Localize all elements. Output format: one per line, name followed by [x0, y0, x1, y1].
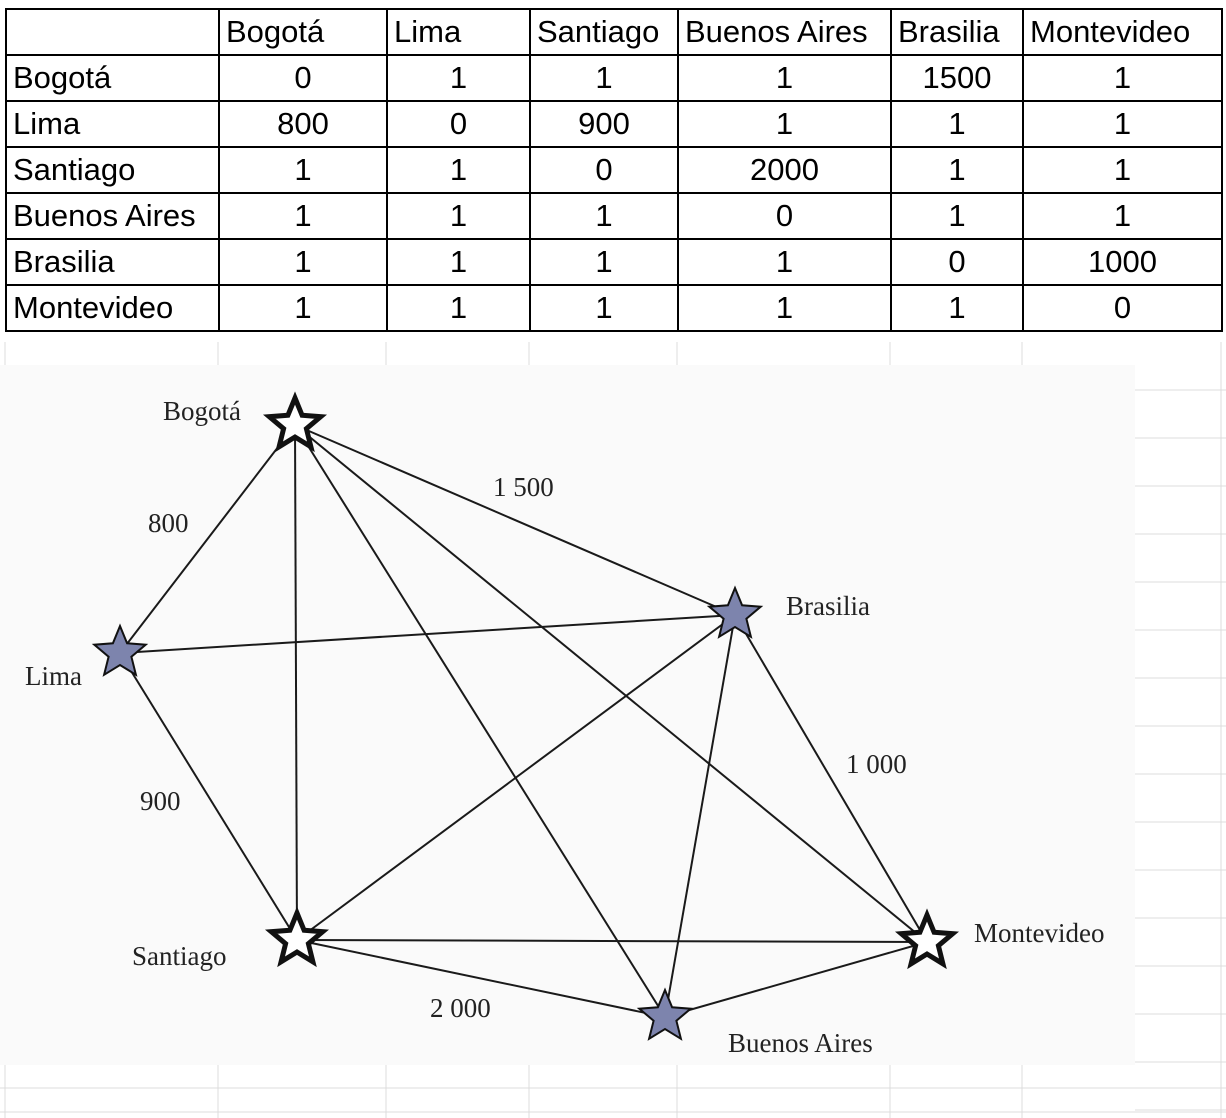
table-header-row: Bogotá Lima Santiago Buenos Aires Brasil… — [6, 9, 1222, 55]
row-header-bogota[interactable]: Bogotá — [6, 55, 219, 101]
cell-bogota-santiago[interactable]: 1 — [530, 55, 678, 101]
column-header-montevideo[interactable]: Montevideo — [1023, 9, 1222, 55]
node-label-lima: Lima — [25, 661, 82, 691]
star-node-lima — [94, 626, 145, 675]
column-header-brasilia[interactable]: Brasilia — [891, 9, 1023, 55]
cell-bogota-buenos-aires[interactable]: 1 — [678, 55, 891, 101]
cell-bogota-brasilia[interactable]: 1500 — [891, 55, 1023, 101]
cell-buenos-aires-brasilia[interactable]: 1 — [891, 193, 1023, 239]
star-node-buenosaires — [639, 990, 690, 1039]
edge-brasilia-santiago — [297, 615, 735, 940]
edge-weight-lima-santiago: 900 — [140, 786, 181, 816]
cell-santiago-santiago[interactable]: 0 — [530, 147, 678, 193]
node-label-brasilia: Brasilia — [786, 591, 870, 621]
cell-santiago-bogota[interactable]: 1 — [219, 147, 387, 193]
edge-bogota-montevideo — [295, 425, 927, 942]
cell-brasilia-lima[interactable]: 1 — [387, 239, 530, 285]
cell-buenos-aires-lima[interactable]: 1 — [387, 193, 530, 239]
cell-buenos-aires-santiago[interactable]: 1 — [530, 193, 678, 239]
cell-montevideo-bogota[interactable]: 1 — [219, 285, 387, 331]
cell-lima-brasilia[interactable]: 1 — [891, 101, 1023, 147]
cell-brasilia-santiago[interactable]: 1 — [530, 239, 678, 285]
edge-santiago-montevideo — [297, 940, 927, 942]
node-label-santiago: Santiago — [132, 941, 227, 971]
cell-santiago-montevideo[interactable]: 1 — [1023, 147, 1222, 193]
cell-lima-bogota[interactable]: 800 — [219, 101, 387, 147]
cell-santiago-lima[interactable]: 1 — [387, 147, 530, 193]
node-label-bogota: Bogotá — [163, 396, 241, 426]
row-header-brasilia[interactable]: Brasilia — [6, 239, 219, 285]
column-header-buenos-aires[interactable]: Buenos Aires — [678, 9, 891, 55]
star-node-montevideo — [901, 915, 952, 964]
cell-lima-lima[interactable]: 0 — [387, 101, 530, 147]
cell-montevideo-buenos-aires[interactable]: 1 — [678, 285, 891, 331]
edge-bogota-lima — [120, 425, 295, 653]
cell-montevideo-santiago[interactable]: 1 — [530, 285, 678, 331]
distance-matrix-table: Bogotá Lima Santiago Buenos Aires Brasil… — [5, 8, 1223, 332]
column-header-bogota[interactable]: Bogotá — [219, 9, 387, 55]
cell-buenos-aires-buenos-aires[interactable]: 0 — [678, 193, 891, 239]
cell-brasilia-buenos-aires[interactable]: 1 — [678, 239, 891, 285]
edge-weight-santiago-buenosaires: 2 000 — [430, 993, 491, 1023]
edge-bogota-buenosaires — [295, 425, 665, 1017]
cell-lima-santiago[interactable]: 900 — [530, 101, 678, 147]
star-node-santiago — [271, 913, 322, 962]
cell-bogota-montevideo[interactable]: 1 — [1023, 55, 1222, 101]
cell-brasilia-montevideo[interactable]: 1000 — [1023, 239, 1222, 285]
edge-bogota-santiago — [295, 425, 297, 940]
edge-bogota-brasilia — [295, 425, 735, 615]
cell-montevideo-lima[interactable]: 1 — [387, 285, 530, 331]
cell-santiago-brasilia[interactable]: 1 — [891, 147, 1023, 193]
city-network-graph-image: 800 1 500 900 1 000 2 000 Bogotá Lima Brasilia… — [0, 365, 1135, 1065]
edge-weight-brasilia-montevideo: 1 000 — [846, 749, 907, 779]
cell-montevideo-montevideo[interactable]: 0 — [1023, 285, 1222, 331]
cell-brasilia-brasilia[interactable]: 0 — [891, 239, 1023, 285]
column-header-lima[interactable]: Lima — [387, 9, 530, 55]
cell-brasilia-bogota[interactable]: 1 — [219, 239, 387, 285]
edge-lima-brasilia — [120, 615, 735, 653]
table-row-bogota: Bogotá 0 1 1 1 1500 1 — [6, 55, 1222, 101]
edge-weight-bogota-brasilia: 1 500 — [493, 472, 554, 502]
row-header-montevideo[interactable]: Montevideo — [6, 285, 219, 331]
cell-buenos-aires-montevideo[interactable]: 1 — [1023, 193, 1222, 239]
cell-santiago-buenos-aires[interactable]: 2000 — [678, 147, 891, 193]
city-network-graph: 800 1 500 900 1 000 2 000 Bogotá Lima Brasilia… — [0, 365, 1135, 1065]
table-body: Bogotá Lima Santiago Buenos Aires Brasil… — [6, 9, 1222, 331]
table-row-brasilia: Brasilia 1 1 1 1 0 1000 — [6, 239, 1222, 285]
corner-cell[interactable] — [6, 9, 219, 55]
table-row-buenos-aires: Buenos Aires 1 1 1 0 1 1 — [6, 193, 1222, 239]
cell-lima-buenos-aires[interactable]: 1 — [678, 101, 891, 147]
edge-brasilia-buenosaires — [665, 615, 735, 1017]
table-row-lima: Lima 800 0 900 1 1 1 — [6, 101, 1222, 147]
edge-weight-bogota-lima: 800 — [148, 508, 189, 538]
node-label-buenosaires: Buenos Aires — [728, 1028, 873, 1058]
row-header-santiago[interactable]: Santiago — [6, 147, 219, 193]
table-row-montevideo: Montevideo 1 1 1 1 1 0 — [6, 285, 1222, 331]
cell-buenos-aires-bogota[interactable]: 1 — [219, 193, 387, 239]
row-header-lima[interactable]: Lima — [6, 101, 219, 147]
column-header-santiago[interactable]: Santiago — [530, 9, 678, 55]
graph-edges — [120, 425, 927, 1017]
edge-buenosaires-montevideo — [665, 942, 927, 1017]
table-row-santiago: Santiago 1 1 0 2000 1 1 — [6, 147, 1222, 193]
row-header-buenos-aires[interactable]: Buenos Aires — [6, 193, 219, 239]
cell-bogota-bogota[interactable]: 0 — [219, 55, 387, 101]
cell-bogota-lima[interactable]: 1 — [387, 55, 530, 101]
cell-montevideo-brasilia[interactable]: 1 — [891, 285, 1023, 331]
cell-lima-montevideo[interactable]: 1 — [1023, 101, 1222, 147]
node-label-montevideo: Montevideo — [974, 918, 1104, 948]
